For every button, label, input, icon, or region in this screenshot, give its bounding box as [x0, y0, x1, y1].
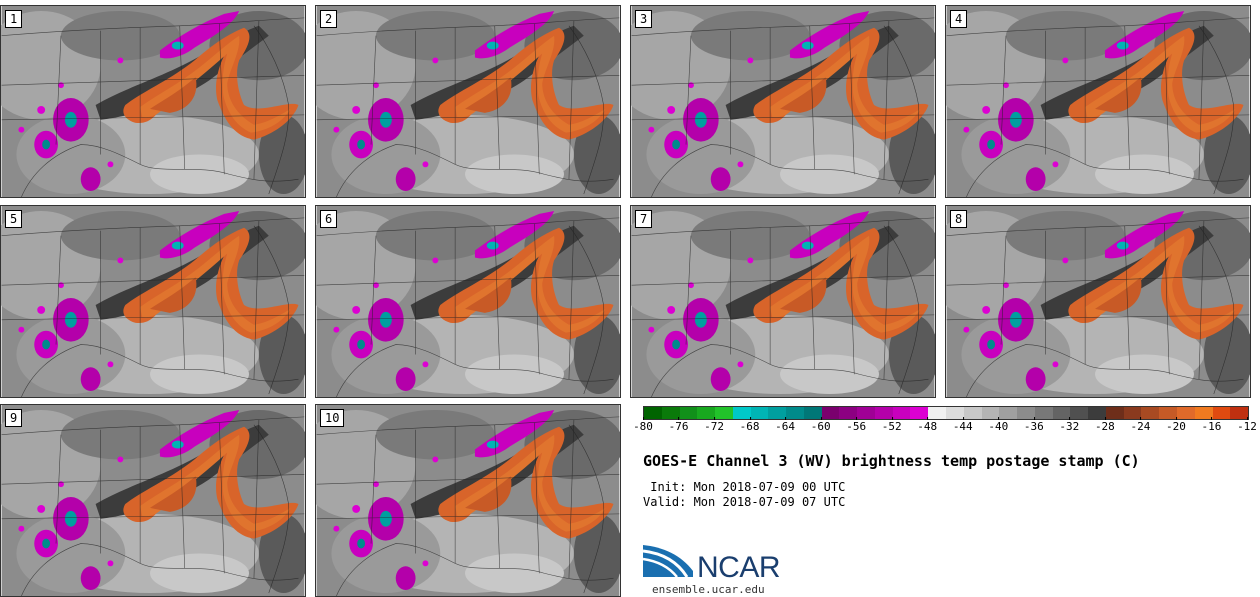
- colorbar-tick-label: -36: [1023, 417, 1044, 433]
- colorbar-segment: [910, 407, 929, 419]
- panel-label: 7: [635, 210, 653, 228]
- panel-label: 4: [950, 10, 968, 28]
- wv-map-8: [946, 206, 1250, 397]
- colorbar-tick-label: -20: [1166, 417, 1186, 433]
- wv-map-10: [316, 405, 620, 596]
- colorbar-tick-label: -40: [988, 417, 1009, 433]
- wv-map-3: [631, 6, 935, 197]
- colorbar-tick-label: -24: [1130, 417, 1151, 433]
- colorbar-segment: [715, 407, 733, 419]
- colorbar-segment: [1034, 407, 1053, 419]
- colorbar-tick-label: -64: [775, 417, 796, 433]
- stamp-panel-1: 1: [0, 5, 306, 198]
- colorbar-segment: [839, 407, 858, 419]
- colorbar-segment: [1105, 407, 1124, 419]
- colorbar-segment: [1159, 407, 1177, 419]
- colorbar-segment: [1176, 407, 1195, 419]
- wv-map-6: [316, 206, 620, 397]
- colorbar-segment: [661, 407, 680, 419]
- wv-map-4: [946, 6, 1250, 197]
- panel-label: 6: [320, 210, 338, 228]
- colorbar-tick-label: -44: [952, 417, 973, 433]
- colorbar-tick-label: -60: [810, 417, 831, 433]
- colorbar-segment: [1070, 407, 1089, 419]
- stamp-panel-7: 7: [630, 205, 936, 398]
- colorbar-segment: [928, 407, 947, 419]
- colorbar-segment: [946, 407, 964, 419]
- colorbar-ticks: -80 -76 -72 -68 -64 -60 -56 -52 -48 -44 -40 -36 -32-…: [633, 417, 1257, 440]
- figure-title: GOES-E Channel 3 (WV) brightness temp po…: [643, 452, 1140, 470]
- colorbar-tick-label: -52: [881, 417, 902, 433]
- colorbar-segment: [1230, 407, 1249, 419]
- colorbar-tick-label: -48: [917, 417, 938, 433]
- valid-time: Valid: Mon 2018-07-09 07 UTC: [643, 495, 846, 509]
- colorbar-tick-label: -80: [633, 417, 653, 433]
- colorbar-segment: [1141, 407, 1160, 419]
- colorbar-segment: [1088, 407, 1106, 419]
- colorbar-tick-label: -28: [1094, 417, 1115, 433]
- stamp-panel-9: 9: [0, 404, 306, 597]
- colorbar-segment: [874, 407, 893, 419]
- colorbar-segment: [697, 407, 716, 419]
- panel-label: 9: [5, 409, 23, 427]
- colorbar-tick-label: -16: [1201, 417, 1222, 433]
- wv-map-2: [316, 6, 620, 197]
- init-time: Init: Mon 2018-07-09 00 UTC: [643, 480, 846, 494]
- colorbar-tick-label: -56: [846, 417, 867, 433]
- wv-map-7: [631, 206, 935, 397]
- panel-label: 5: [5, 210, 23, 228]
- wv-map-5: [1, 206, 305, 397]
- colorbar-segment: [732, 407, 751, 419]
- stamp-panel-6: 6: [315, 205, 621, 398]
- stamp-panel-8: 8: [945, 205, 1251, 398]
- panel-label: 3: [635, 10, 653, 28]
- panel-label: 1: [5, 10, 23, 28]
- colorbar-segment: [679, 407, 698, 419]
- wv-map-9: [1, 405, 305, 596]
- ncar-logo-icon: [643, 545, 693, 578]
- colorbar-segment: [1017, 407, 1035, 419]
- colorbar-segment: [1123, 407, 1142, 419]
- colorbar: [643, 406, 1249, 420]
- panel-label: 8: [950, 210, 968, 228]
- colorbar-tick-label: -32: [1059, 417, 1080, 433]
- colorbar-tick-label: -68: [739, 417, 760, 433]
- stamp-panel-2: 2: [315, 5, 621, 198]
- colorbar-tick-label: -76: [668, 417, 689, 433]
- colorbar-segment: [999, 407, 1018, 419]
- colorbar-segment: [892, 407, 911, 419]
- stamp-panel-10: 10: [315, 404, 621, 597]
- ncar-url: ensemble.ucar.edu: [652, 583, 765, 596]
- colorbar-segment: [644, 407, 662, 419]
- colorbar-segment: [786, 407, 804, 419]
- colorbar-segment: [821, 407, 840, 419]
- panel-label: 10: [320, 409, 345, 427]
- colorbar-tick-label: -72: [704, 417, 724, 433]
- ncar-logo-text: NCAR: [697, 551, 781, 584]
- colorbar-segment: [857, 407, 875, 419]
- colorbar-segment: [768, 407, 787, 419]
- colorbar-segment: [981, 407, 1000, 419]
- wv-map-1: [1, 6, 305, 197]
- stamp-panel-5: 5: [0, 205, 306, 398]
- colorbar-segment: [1052, 407, 1071, 419]
- panel-label: 2: [320, 10, 338, 28]
- colorbar-segment: [750, 407, 769, 419]
- colorbar-segment: [1212, 407, 1231, 419]
- colorbar-segment: [803, 407, 822, 419]
- colorbar-segment: [1194, 407, 1213, 419]
- colorbar-tick-label: -12: [1237, 417, 1257, 433]
- colorbar-segment: [963, 407, 982, 419]
- stamp-panel-3: 3: [630, 5, 936, 198]
- stamp-panel-4: 4: [945, 5, 1251, 198]
